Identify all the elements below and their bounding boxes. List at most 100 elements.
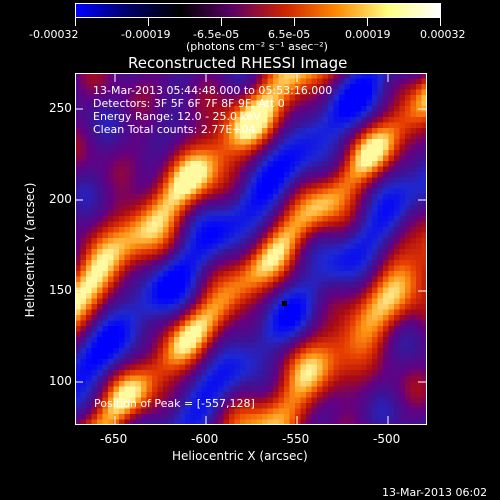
image-pixel (119, 199, 125, 206)
image-pixel (179, 122, 186, 129)
image-pixel (185, 205, 191, 211)
image-pixel (163, 133, 169, 140)
image-pixel (333, 331, 340, 338)
image-pixel (190, 227, 197, 233)
image-pixel (108, 221, 114, 228)
image-pixel (322, 111, 329, 118)
image-pixel (201, 348, 208, 354)
image-pixel (179, 117, 186, 123)
image-pixel (361, 381, 367, 387)
image-pixel (168, 419, 175, 425)
image-pixel (196, 254, 202, 261)
energy-range-info: Energy Range: 12.0 - 25.0 keV (93, 110, 261, 123)
image-pixel (113, 260, 120, 266)
image-pixel (289, 122, 296, 129)
image-pixel (207, 276, 213, 283)
image-pixel (157, 122, 164, 129)
image-pixel (218, 359, 224, 365)
image-pixel (152, 271, 158, 277)
image-pixel (262, 128, 268, 134)
image-pixel (399, 392, 406, 398)
image-pixel (339, 183, 345, 189)
image-pixel (399, 133, 406, 140)
image-pixel (333, 232, 340, 239)
image-pixel (372, 89, 378, 96)
image-pixel (135, 337, 142, 343)
image-pixel (80, 111, 87, 118)
image-pixel (300, 205, 307, 211)
image-pixel (361, 414, 367, 420)
image-pixel (146, 177, 153, 184)
image-pixel (201, 95, 208, 101)
image-pixel (311, 221, 318, 228)
image-pixel (218, 320, 224, 327)
image-pixel (97, 359, 103, 365)
image-pixel (383, 392, 389, 398)
image-pixel (124, 293, 131, 299)
image-pixel (174, 298, 180, 305)
image-pixel (80, 155, 87, 162)
image-pixel (86, 348, 92, 354)
image-pixel (168, 282, 175, 288)
image-pixel (311, 397, 318, 404)
image-pixel (229, 408, 235, 415)
image-pixel (388, 337, 395, 343)
image-pixel (306, 364, 312, 371)
image-pixel (130, 326, 136, 332)
image-pixel (300, 337, 307, 343)
image-pixel (174, 375, 180, 382)
image-pixel (245, 78, 252, 85)
image-pixel (267, 287, 274, 294)
image-pixel (97, 84, 103, 90)
image-pixel (146, 100, 153, 107)
image-pixel (157, 161, 164, 167)
image-pixel (322, 342, 329, 349)
image-pixel (339, 353, 345, 360)
image-pixel (86, 166, 92, 173)
image-pixel (394, 133, 400, 140)
image-pixel (179, 106, 186, 112)
image-pixel (399, 210, 406, 217)
y-tick-label: 200 (49, 192, 72, 206)
image-pixel (234, 419, 241, 425)
plot-title: Reconstructed RHESSI Image (128, 54, 348, 72)
image-pixel (421, 254, 427, 261)
image-pixel (262, 309, 268, 316)
image-pixel (366, 89, 373, 96)
image-pixel (295, 144, 301, 151)
image-pixel (97, 177, 103, 184)
image-pixel (273, 397, 279, 404)
image-pixel (361, 293, 367, 299)
image-pixel (75, 298, 81, 305)
image-pixel (333, 326, 340, 332)
image-pixel (262, 304, 268, 310)
image-pixel (361, 342, 367, 349)
image-pixel (179, 78, 186, 85)
image-pixel (75, 320, 81, 327)
image-pixel (410, 100, 417, 107)
image-pixel (405, 106, 411, 112)
image-pixel (344, 133, 351, 140)
observation-time-range: 13-Mar-2013 05:44:48.000 to 05:53:16.000 (93, 84, 333, 97)
image-pixel (394, 155, 400, 162)
image-pixel (190, 243, 197, 250)
image-pixel (240, 73, 246, 79)
image-pixel (267, 320, 274, 327)
image-pixel (405, 238, 411, 244)
image-pixel (157, 117, 164, 123)
image-pixel (306, 106, 312, 112)
image-pixel (135, 243, 142, 250)
image-pixel (185, 309, 191, 316)
image-pixel (119, 364, 125, 371)
image-pixel (152, 386, 158, 393)
image-pixel (372, 359, 378, 365)
image-pixel (80, 89, 87, 96)
image-pixel (377, 199, 384, 206)
image-pixel (185, 232, 191, 239)
image-pixel (328, 78, 334, 85)
image-pixel (201, 287, 208, 294)
image-pixel (344, 78, 351, 85)
image-pixel (113, 177, 120, 184)
image-pixel (185, 276, 191, 283)
image-pixel (168, 348, 175, 354)
